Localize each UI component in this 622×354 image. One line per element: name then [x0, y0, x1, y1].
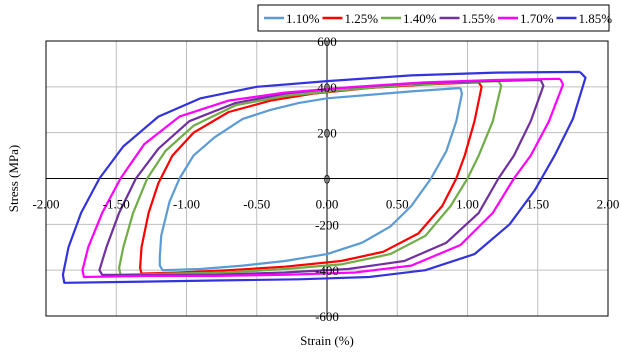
y-tick-label: 200: [317, 126, 337, 141]
x-tick-label: 1.00: [456, 197, 479, 212]
y-axis-title: Stress (MPa): [6, 145, 21, 213]
legend-label: 1.40%: [403, 11, 437, 26]
x-tick-label: -2.00: [32, 197, 59, 212]
y-tick-label: 400: [317, 80, 337, 95]
x-tick-label: -0.50: [243, 197, 270, 212]
x-tick-label: 0.50: [386, 197, 409, 212]
legend-label: 1.70%: [520, 11, 554, 26]
series-layer: [61, 70, 587, 284]
x-axis-title: Strain (%): [300, 333, 354, 348]
series-line-6: [61, 70, 587, 284]
legend-label: 1.10%: [286, 11, 320, 26]
x-tick-label: -1.00: [173, 197, 200, 212]
series-line-3: [117, 80, 503, 276]
legend: [257, 4, 610, 32]
plot-area: [45, 40, 609, 317]
x-tick-labels: -2.00 -1.50 -1.00 -0.50 0.00 0.50 1.00 1.50 2.00: [32, 197, 619, 212]
legend-label: 1.25%: [345, 11, 379, 26]
legend-label: 1.85%: [579, 11, 613, 26]
legend-label: 1.55%: [462, 11, 496, 26]
x-tick-label: -1.50: [103, 197, 130, 212]
y-tick-labels: 600 400 200 0 -200 -400 -600: [315, 34, 339, 324]
series-line-5: [81, 77, 565, 279]
x-tick-label: 1.50: [526, 197, 549, 212]
y-tick-label: 600: [317, 34, 337, 49]
legend-items: 1.10% 1.25% 1.40% 1.55% 1.70% 1.85%: [264, 11, 612, 26]
x-tick-label: 0.00: [316, 197, 339, 212]
y-tick-label: -400: [315, 263, 339, 278]
series-line-1: [158, 86, 463, 272]
y-tick-label: -600: [315, 309, 339, 324]
y-tick-label: -200: [315, 217, 339, 232]
x-tick-label: 2.00: [597, 197, 620, 212]
y-tick-label: 0: [324, 172, 331, 187]
